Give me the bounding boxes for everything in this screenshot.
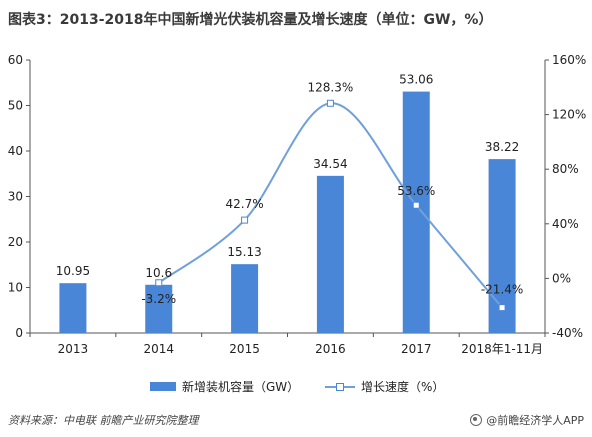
bar-value-label: 53.06	[399, 73, 433, 87]
line-point-marker	[412, 201, 420, 209]
brand-mark: @前瞻经济学人APP	[470, 412, 584, 428]
bar-value-label: 15.13	[227, 245, 261, 259]
legend-bar-label: 新增装机容量（GW）	[182, 380, 300, 394]
y-right-tick-label: 160%	[552, 53, 586, 67]
y-left-tick-label: 20	[8, 235, 23, 249]
legend-bar-swatch	[150, 382, 176, 391]
legend: 新增装机容量（GW） 增长速度（%）	[0, 378, 592, 398]
x-tick-label: 2016	[315, 342, 346, 356]
line-value-label: 128.3%	[308, 80, 354, 94]
y-right-tick-label: 40%	[552, 217, 579, 231]
chart-title: 图表3：2013-2018年中国新增光伏装机容量及增长速度（单位：GW，%）	[8, 12, 493, 28]
bar	[488, 159, 516, 333]
y-left-tick-label: 0	[15, 326, 23, 340]
line-point-marker	[326, 99, 334, 107]
line-value-label: 53.6%	[397, 184, 435, 198]
y-left-tick-label: 50	[8, 99, 23, 113]
bar-value-label: 38.22	[485, 140, 519, 154]
bar	[145, 284, 173, 333]
line-point-marker	[498, 304, 506, 312]
legend-item-bar: 新增装机容量（GW）	[150, 378, 299, 395]
brand-text: @前瞻经济学人APP	[486, 414, 584, 427]
y-right-tick-label: 80%	[552, 162, 579, 176]
y-left-tick-label: 30	[8, 190, 23, 204]
bar-value-label: 34.54	[313, 157, 347, 171]
y-left-tick-label: 40	[8, 144, 23, 158]
bar	[316, 175, 344, 333]
source-note: 资料来源：中电联 前瞻产业研究院整理	[8, 414, 199, 427]
x-tick-label: 2017	[401, 342, 432, 356]
line-value-label: 42.7%	[226, 197, 264, 211]
bar-value-label: 10.6	[145, 266, 172, 280]
line-point-marker	[155, 279, 163, 287]
bar	[402, 91, 430, 334]
bar	[231, 264, 259, 333]
footer: 资料来源：中电联 前瞻产业研究院整理 @前瞻经济学人APP	[0, 410, 592, 432]
x-tick-label: 2013	[58, 342, 89, 356]
x-tick-label: 2015	[229, 342, 260, 356]
bar	[59, 283, 87, 333]
y-right-tick-label: -40%	[552, 326, 583, 340]
x-tick-label: 2014	[143, 342, 174, 356]
line-value-label: -21.4%	[481, 283, 523, 297]
bar-value-label: 10.95	[56, 264, 90, 278]
legend-item-line: 增长速度（%）	[325, 378, 444, 395]
legend-line-label: 增长速度（%）	[361, 380, 445, 394]
line-value-label: -3.2%	[141, 292, 176, 306]
brand-logo-icon	[470, 414, 483, 426]
line-point-marker	[241, 216, 249, 224]
legend-line-swatch	[325, 381, 355, 393]
y-right-tick-label: 0%	[552, 271, 571, 285]
y-left-tick-label: 10	[8, 281, 23, 295]
y-right-tick-label: 120%	[552, 108, 586, 122]
y-left-tick-label: 60	[8, 53, 23, 67]
x-tick-label: 2018年1-11月	[461, 342, 543, 356]
